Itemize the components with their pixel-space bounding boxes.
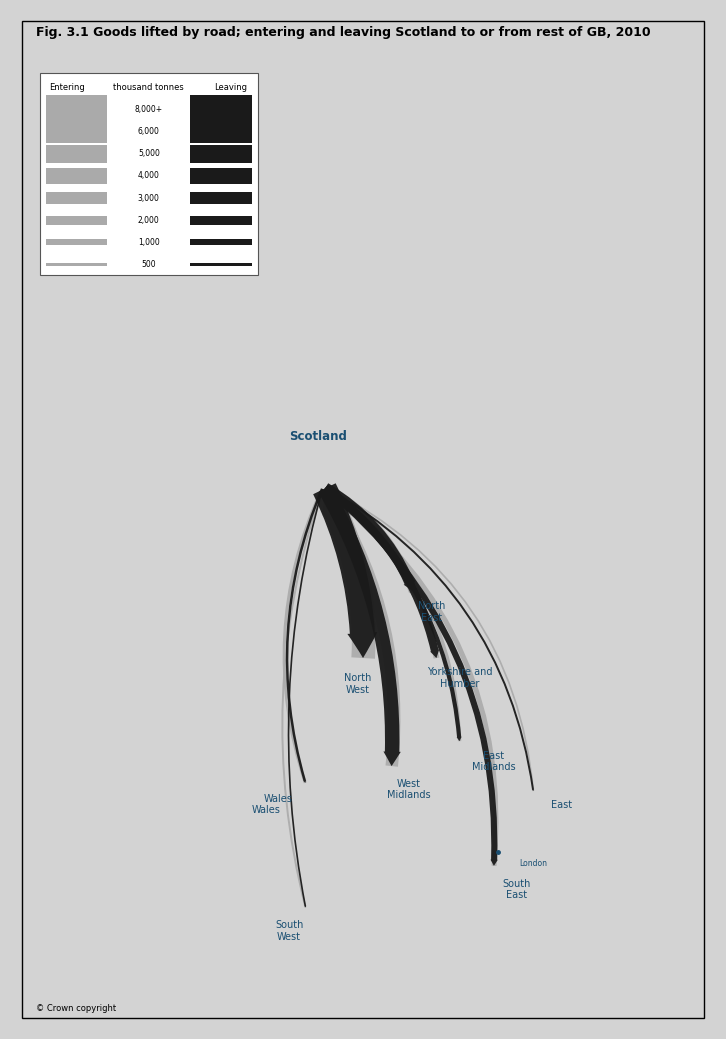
FancyArrowPatch shape	[286, 488, 323, 782]
Text: West
Midlands: West Midlands	[387, 779, 431, 800]
Text: London: London	[520, 858, 547, 868]
FancyArrowPatch shape	[326, 487, 534, 791]
Text: 1,000: 1,000	[138, 238, 160, 246]
Text: Yorkshire and
Humber: Yorkshire and Humber	[427, 667, 492, 689]
Text: East
Midlands: East Midlands	[472, 750, 515, 772]
FancyArrowPatch shape	[326, 487, 417, 593]
FancyArrowPatch shape	[323, 485, 439, 658]
Text: 500: 500	[142, 260, 156, 269]
FancyArrowPatch shape	[325, 486, 534, 791]
FancyArrowPatch shape	[287, 488, 323, 907]
Text: Entering: Entering	[49, 83, 84, 92]
FancyArrowPatch shape	[325, 488, 401, 767]
Text: North
East: North East	[417, 601, 445, 622]
Text: 3,000: 3,000	[138, 193, 160, 203]
Text: Scotland: Scotland	[289, 430, 347, 443]
FancyArrowPatch shape	[324, 486, 462, 741]
FancyArrowPatch shape	[322, 488, 375, 659]
Text: Fig. 3.1 Goods lifted by road; entering and leaving Scotland to or from rest of : Fig. 3.1 Goods lifted by road; entering …	[36, 26, 651, 39]
Text: South
East: South East	[502, 879, 531, 900]
Text: North
West: North West	[343, 673, 371, 695]
FancyArrowPatch shape	[323, 483, 415, 591]
FancyArrowPatch shape	[281, 489, 323, 908]
Text: thousand tonnes: thousand tonnes	[113, 83, 184, 92]
Text: Wales: Wales	[264, 794, 292, 804]
Text: East: East	[552, 800, 573, 810]
Text: 5,000: 5,000	[138, 150, 160, 158]
FancyArrowPatch shape	[313, 483, 378, 658]
FancyArrowPatch shape	[323, 485, 498, 865]
Text: South
West: South West	[275, 921, 303, 941]
FancyArrowPatch shape	[282, 488, 322, 783]
Text: 4,000: 4,000	[138, 171, 160, 181]
FancyArrowPatch shape	[325, 487, 439, 659]
FancyArrowPatch shape	[325, 488, 499, 867]
Text: 2,000: 2,000	[138, 216, 160, 224]
FancyArrowPatch shape	[325, 488, 461, 741]
Text: 6,000: 6,000	[138, 128, 160, 136]
Text: Wales: Wales	[252, 805, 281, 816]
Text: 8,000+: 8,000+	[135, 105, 163, 114]
Text: Leaving: Leaving	[214, 83, 247, 92]
Text: © Crown copyright: © Crown copyright	[36, 1004, 116, 1013]
FancyArrowPatch shape	[318, 485, 401, 766]
